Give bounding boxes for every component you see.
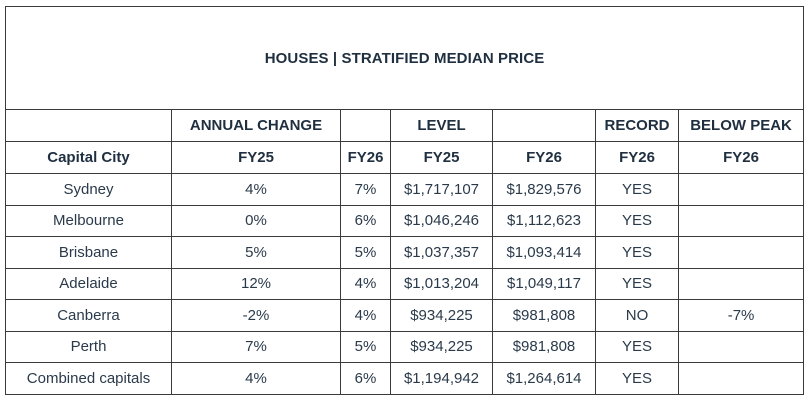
city-cell: Combined capitals [5,362,172,395]
below-peak-cell [677,173,805,206]
table-row: Canberra -2% 4% $934,225 $981,808 NO -7% [5,299,805,332]
record-cell: YES [595,173,679,206]
level-fy25-cell: $934,225 [390,299,493,332]
change-fy26-cell: 4% [340,267,391,300]
level-fy25-cell: $1,717,107 [390,173,493,206]
level-fy26-cell: $1,829,576 [492,173,596,206]
city-cell: Brisbane [5,236,172,269]
group-header-empty [492,109,596,142]
change-fy25-cell: 12% [171,267,341,300]
below-peak-cell [677,267,805,300]
level-fy26-cell: $981,808 [492,330,596,363]
table-row: Combined capitals 4% 6% $1,194,942 $1,26… [5,362,805,395]
change-fy25-cell: 0% [171,204,341,237]
group-header-row: ANNUAL CHANGE LEVEL RECORD BELOW PEAK [5,109,805,142]
group-header-record: RECORD [595,109,679,142]
group-header-below-peak: BELOW PEAK [677,109,805,142]
column-header-annual-fy25: FY25 [171,141,341,174]
change-fy25-cell: 4% [171,173,341,206]
table-title: HOUSES | STRATIFIED MEDIAN PRICE [4,6,805,110]
group-header-empty [5,109,172,142]
change-fy26-cell: 5% [340,236,391,269]
below-peak-cell [677,236,805,269]
level-fy25-cell: $1,037,357 [390,236,493,269]
record-cell: YES [595,204,679,237]
city-cell: Perth [5,330,172,363]
change-fy25-cell: 5% [171,236,341,269]
city-cell: Canberra [5,299,172,332]
table-row: Melbourne 0% 6% $1,046,246 $1,112,623 YE… [5,204,805,237]
change-fy25-cell: -2% [171,299,341,332]
column-header-level-fy25: FY25 [390,141,493,174]
change-fy25-cell: 7% [171,330,341,363]
table-row: Adelaide 12% 4% $1,013,204 $1,049,117 YE… [5,267,805,300]
level-fy25-cell: $934,225 [390,330,493,363]
level-fy25-cell: $1,194,942 [390,362,493,395]
record-cell: YES [595,267,679,300]
record-cell: YES [595,362,679,395]
column-header-level-fy26: FY26 [492,141,596,174]
level-fy26-cell: $981,808 [492,299,596,332]
change-fy26-cell: 6% [340,204,391,237]
record-cell: NO [595,299,679,332]
change-fy25-cell: 4% [171,362,341,395]
city-cell: Melbourne [5,204,172,237]
price-table: HOUSES | STRATIFIED MEDIAN PRICE ANNUAL … [4,6,805,395]
change-fy26-cell: 6% [340,362,391,395]
level-fy25-cell: $1,013,204 [390,267,493,300]
column-header-annual-fy26: FY26 [340,141,391,174]
record-cell: YES [595,330,679,363]
city-cell: Sydney [5,173,172,206]
below-peak-cell [677,330,805,363]
table-row: Sydney 4% 7% $1,717,107 $1,829,576 YES [5,173,805,206]
group-header-annual-change: ANNUAL CHANGE [171,109,341,142]
level-fy26-cell: $1,112,623 [492,204,596,237]
group-header-level: LEVEL [390,109,493,142]
column-header-row: Capital City FY25 FY26 FY25 FY26 FY26 FY… [5,141,805,174]
price-table-container: HOUSES | STRATIFIED MEDIAN PRICE ANNUAL … [4,6,805,395]
change-fy26-cell: 5% [340,330,391,363]
change-fy26-cell: 4% [340,299,391,332]
below-peak-cell [677,362,805,395]
column-header-below-peak-fy26: FY26 [677,141,805,174]
level-fy26-cell: $1,049,117 [492,267,596,300]
level-fy25-cell: $1,046,246 [390,204,493,237]
column-header-record-fy26: FY26 [595,141,679,174]
below-peak-cell [677,204,805,237]
city-cell: Adelaide [5,267,172,300]
table-row: Brisbane 5% 5% $1,037,357 $1,093,414 YES [5,236,805,269]
below-peak-cell: -7% [677,299,805,332]
record-cell: YES [595,236,679,269]
change-fy26-cell: 7% [340,173,391,206]
level-fy26-cell: $1,264,614 [492,362,596,395]
level-fy26-cell: $1,093,414 [492,236,596,269]
table-row: Perth 7% 5% $934,225 $981,808 YES [5,330,805,363]
group-header-empty [340,109,391,142]
column-header-city: Capital City [5,141,172,174]
